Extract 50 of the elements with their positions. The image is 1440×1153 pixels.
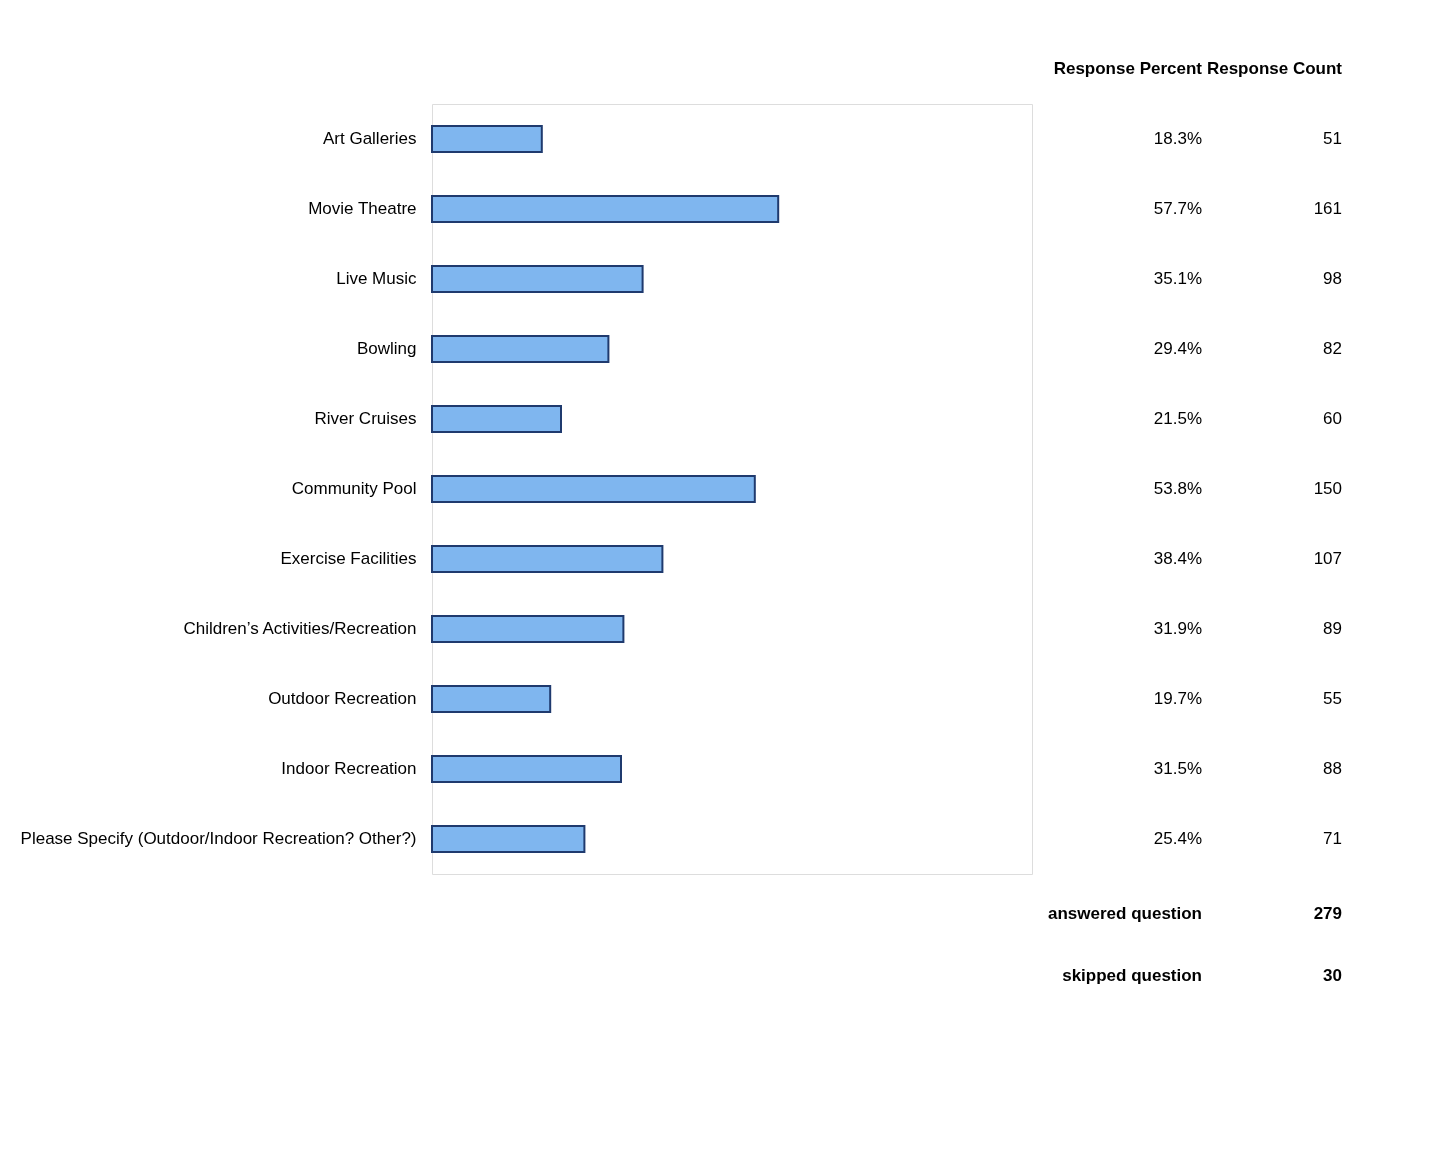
data-label: 21.5% bbox=[1153, 409, 1202, 428]
text: 82 bbox=[1323, 339, 1342, 358]
y-tick-label: Live Music bbox=[336, 269, 417, 288]
bar bbox=[431, 615, 625, 643]
data-label: 57.7% bbox=[1153, 199, 1202, 218]
text: Response Count bbox=[1206, 59, 1343, 78]
data-label: 25.4% bbox=[1153, 829, 1202, 848]
y-tick-label: River Cruises bbox=[314, 409, 417, 428]
data-label: 18.3% bbox=[1153, 129, 1202, 148]
data-label: 19.7% bbox=[1153, 689, 1202, 708]
bar bbox=[431, 685, 552, 713]
text: 71 bbox=[1323, 829, 1342, 848]
text: 150 bbox=[1313, 479, 1342, 498]
text: 161 bbox=[1313, 199, 1342, 218]
bar bbox=[431, 125, 543, 153]
y-tick-label: Community Pool bbox=[291, 479, 417, 498]
text: answered question bbox=[1048, 904, 1202, 923]
y-tick-label: Please Specify (Outdoor/Indoor Recreation? Other?) bbox=[20, 829, 417, 848]
text: 98 bbox=[1323, 269, 1342, 288]
y-tick-label: Movie Theatre bbox=[308, 199, 417, 218]
text: 51 bbox=[1323, 129, 1342, 148]
y-tick-label: Bowling bbox=[356, 339, 417, 358]
bar bbox=[431, 825, 586, 853]
y-tick-label: Art Galleries bbox=[322, 129, 417, 148]
data-label: 38.4% bbox=[1153, 549, 1202, 568]
y-tick-label: Outdoor Recreation bbox=[268, 689, 417, 708]
data-label: 35.1% bbox=[1153, 269, 1202, 288]
bar bbox=[431, 265, 644, 293]
y-tick-label: Indoor Recreation bbox=[281, 759, 417, 778]
bar bbox=[431, 405, 562, 433]
data-label: 29.4% bbox=[1153, 339, 1202, 358]
bar bbox=[431, 475, 756, 503]
bar bbox=[431, 545, 664, 573]
y-tick-label: Exercise Facilities bbox=[280, 549, 417, 568]
text: 279 bbox=[1313, 904, 1342, 923]
text: 60 bbox=[1323, 409, 1342, 428]
text: Response Percent bbox=[1053, 59, 1203, 78]
bar bbox=[431, 335, 610, 363]
text: 107 bbox=[1313, 549, 1342, 568]
data-label: 53.8% bbox=[1153, 479, 1202, 498]
text: 89 bbox=[1323, 619, 1342, 638]
text: 55 bbox=[1323, 689, 1342, 708]
data-label: 31.5% bbox=[1153, 759, 1202, 778]
bar bbox=[431, 195, 780, 223]
data-label: 31.9% bbox=[1153, 619, 1202, 638]
text: 30 bbox=[1323, 966, 1342, 985]
text: 88 bbox=[1323, 759, 1342, 778]
y-tick-label: Children’s Activities/Recreation bbox=[183, 619, 417, 638]
bar bbox=[431, 755, 622, 783]
text: skipped question bbox=[1062, 966, 1202, 985]
